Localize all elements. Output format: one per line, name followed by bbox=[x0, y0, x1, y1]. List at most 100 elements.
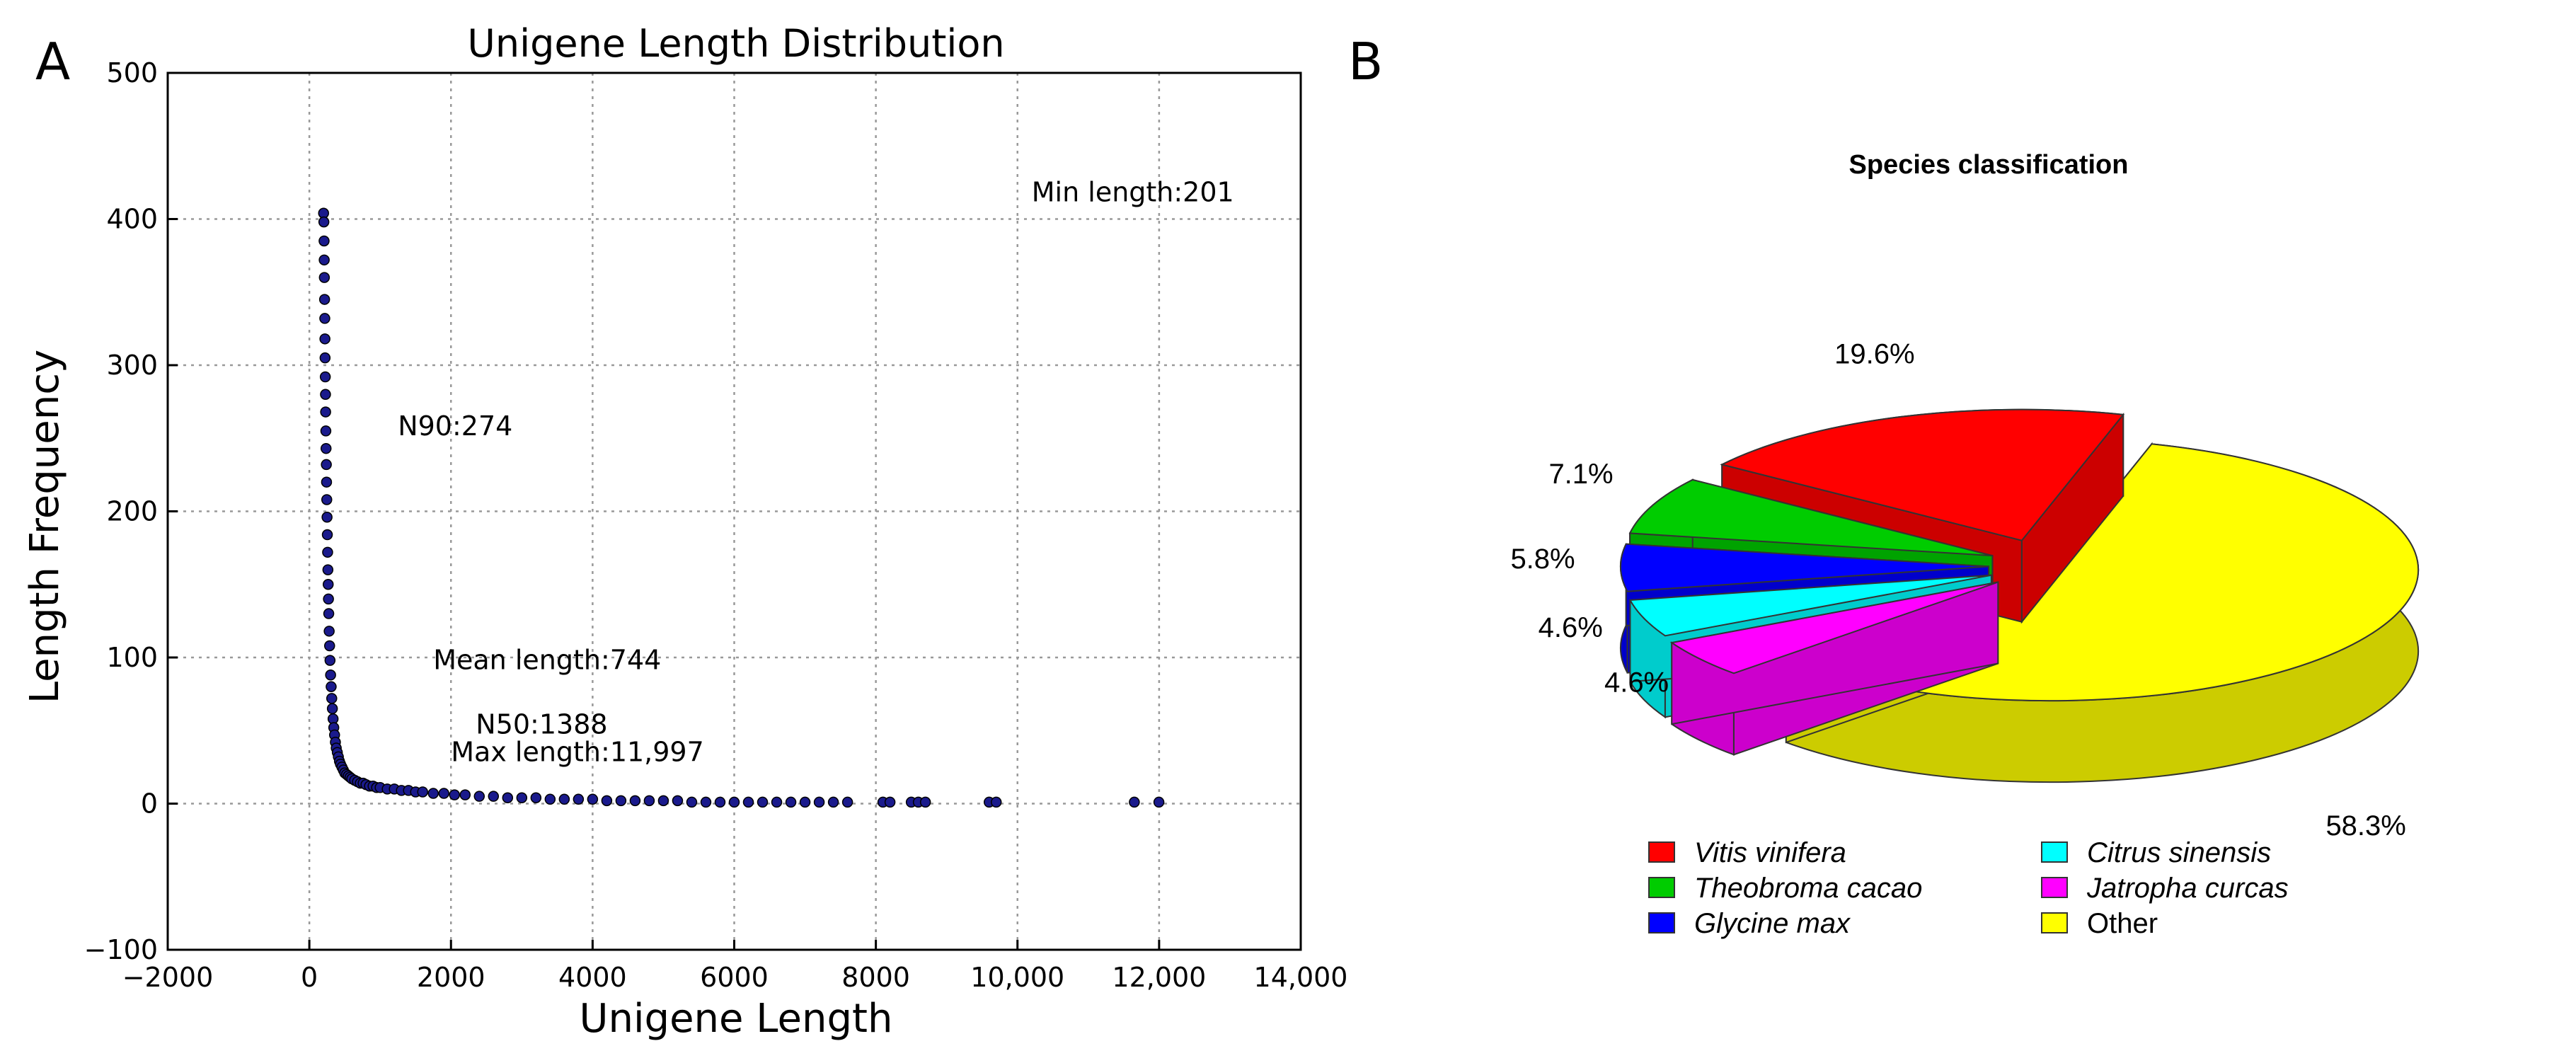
pie-slice bbox=[1628, 478, 1993, 557]
scatter-point bbox=[319, 371, 331, 383]
panel-b-label: B bbox=[1348, 32, 1383, 91]
x-tick-label: 14,000 bbox=[1254, 962, 1348, 993]
scatter-point bbox=[615, 795, 627, 807]
scatter-point bbox=[813, 796, 825, 808]
scatter-annotation: Min length:201 bbox=[1032, 177, 1234, 208]
scatter-point bbox=[326, 703, 338, 715]
scatter-point bbox=[318, 294, 330, 305]
legend-swatch bbox=[1648, 912, 1675, 933]
pie-slice bbox=[1628, 574, 1992, 637]
scatter-point bbox=[323, 593, 334, 605]
y-tick-label: 400 bbox=[106, 204, 158, 235]
scatter-point bbox=[558, 793, 570, 805]
legend-swatch bbox=[2041, 912, 2068, 933]
scatter-point bbox=[657, 795, 669, 807]
scatter-point bbox=[318, 216, 330, 228]
scatter-point bbox=[318, 272, 330, 283]
scatter-annotation: Mean length:744 bbox=[433, 645, 661, 676]
scatter-point bbox=[757, 796, 769, 808]
scatter-point bbox=[544, 793, 556, 805]
scatter-point bbox=[318, 235, 330, 247]
scatter-point bbox=[321, 476, 333, 488]
scatter-point bbox=[323, 608, 335, 619]
scatter-grid bbox=[168, 73, 1301, 950]
scatter-point bbox=[322, 546, 333, 558]
scatter-point bbox=[629, 795, 641, 807]
scatter-point bbox=[473, 791, 485, 802]
scatter-point bbox=[325, 670, 336, 681]
legend-label: Citrus sinensis bbox=[2087, 837, 2271, 868]
scatter-point bbox=[1129, 796, 1140, 808]
scatter-point bbox=[700, 796, 712, 808]
legend-swatch bbox=[2041, 877, 2068, 898]
pie-title: Species classification bbox=[1849, 150, 2129, 180]
legend-label: Theobroma cacao bbox=[1694, 873, 1922, 904]
scatter-annotation: Max length:11,997 bbox=[451, 737, 704, 768]
y-tick-label: 100 bbox=[106, 642, 158, 673]
pie-3d bbox=[1620, 408, 2420, 783]
pie-legend: Vitis vinifera Theobroma cacao Glycine max… bbox=[1648, 837, 2289, 939]
x-tick-label: 6000 bbox=[700, 962, 769, 993]
scatter-point bbox=[318, 254, 330, 266]
pie-value-label: 19.6% bbox=[1834, 339, 1914, 370]
panel-a-label: A bbox=[35, 32, 70, 91]
x-tick-label: 8000 bbox=[841, 962, 910, 993]
scatter-point bbox=[427, 788, 439, 799]
pie-value-labels: 19.6% 7.1% 5.8% 4.6%4.6% 58.3% bbox=[1510, 339, 2405, 841]
pie-value-label: 58.3% bbox=[2325, 810, 2405, 841]
scatter-point bbox=[516, 792, 528, 803]
scatter-point bbox=[320, 442, 332, 454]
scatter-point bbox=[319, 352, 331, 364]
scatter-title: Unigene Length Distribution bbox=[467, 21, 1004, 66]
scatter-point bbox=[459, 789, 471, 800]
scatter-point bbox=[438, 788, 449, 799]
y-tick-label: 200 bbox=[106, 496, 158, 527]
scatter-point bbox=[449, 789, 461, 800]
scatter-annotation: N50:1388 bbox=[476, 708, 607, 740]
scatter-point bbox=[686, 796, 698, 808]
scatter-point bbox=[321, 512, 333, 523]
scatter-point bbox=[320, 389, 331, 401]
scatter-point bbox=[771, 796, 783, 808]
y-tick-label: 500 bbox=[106, 57, 158, 88]
x-tick-label: 10,000 bbox=[970, 962, 1064, 993]
scatter-point bbox=[884, 796, 896, 808]
pie-value-label: 7.1% bbox=[1548, 459, 1613, 490]
scatter-point bbox=[324, 655, 336, 666]
legend-label: Glycine max bbox=[1694, 908, 1851, 939]
legend-swatch bbox=[1648, 877, 1675, 898]
y-axis-label: Length Frequency bbox=[22, 350, 68, 703]
scatter-point bbox=[321, 494, 333, 505]
scatter-point bbox=[714, 796, 726, 808]
scatter-point bbox=[728, 796, 740, 808]
scatter-point bbox=[488, 791, 500, 802]
scatter-point bbox=[587, 793, 599, 805]
scatter-point bbox=[417, 786, 428, 798]
legend-label: Jatropha curcas bbox=[2086, 873, 2289, 904]
y-tick-label: −100 bbox=[84, 934, 158, 965]
scatter-point bbox=[672, 795, 684, 807]
scatter-point bbox=[320, 425, 332, 437]
scatter-annotation: N90:274 bbox=[398, 410, 512, 442]
scatter-point bbox=[322, 564, 334, 575]
x-tick-label: 12,000 bbox=[1112, 962, 1206, 993]
y-tick-label: 300 bbox=[106, 350, 158, 381]
scatter-point bbox=[323, 626, 335, 637]
x-axis-label: Unigene Length bbox=[580, 996, 893, 1042]
pie-slice bbox=[1669, 581, 1999, 674]
scatter-point bbox=[601, 795, 613, 807]
pie-slice bbox=[1720, 408, 2125, 541]
legend-label: Other bbox=[2087, 908, 2158, 939]
scatter-ticks: −2000 0 2000 4000 6000 8000 10,000 12,000 14,000… bbox=[84, 57, 1348, 993]
scatter-point bbox=[323, 640, 335, 652]
legend-swatch bbox=[2041, 841, 2068, 863]
scatter-point bbox=[841, 796, 853, 808]
scatter-point bbox=[502, 792, 514, 803]
scatter-point bbox=[319, 313, 330, 324]
x-tick-label: 0 bbox=[301, 962, 318, 993]
panel-a-scatter-chart: A Unigene Length Distribution −2000 0 2000… bbox=[22, 21, 1347, 1042]
scatter-point bbox=[827, 796, 839, 808]
scatter-point bbox=[321, 459, 332, 471]
scatter-point bbox=[319, 333, 330, 345]
